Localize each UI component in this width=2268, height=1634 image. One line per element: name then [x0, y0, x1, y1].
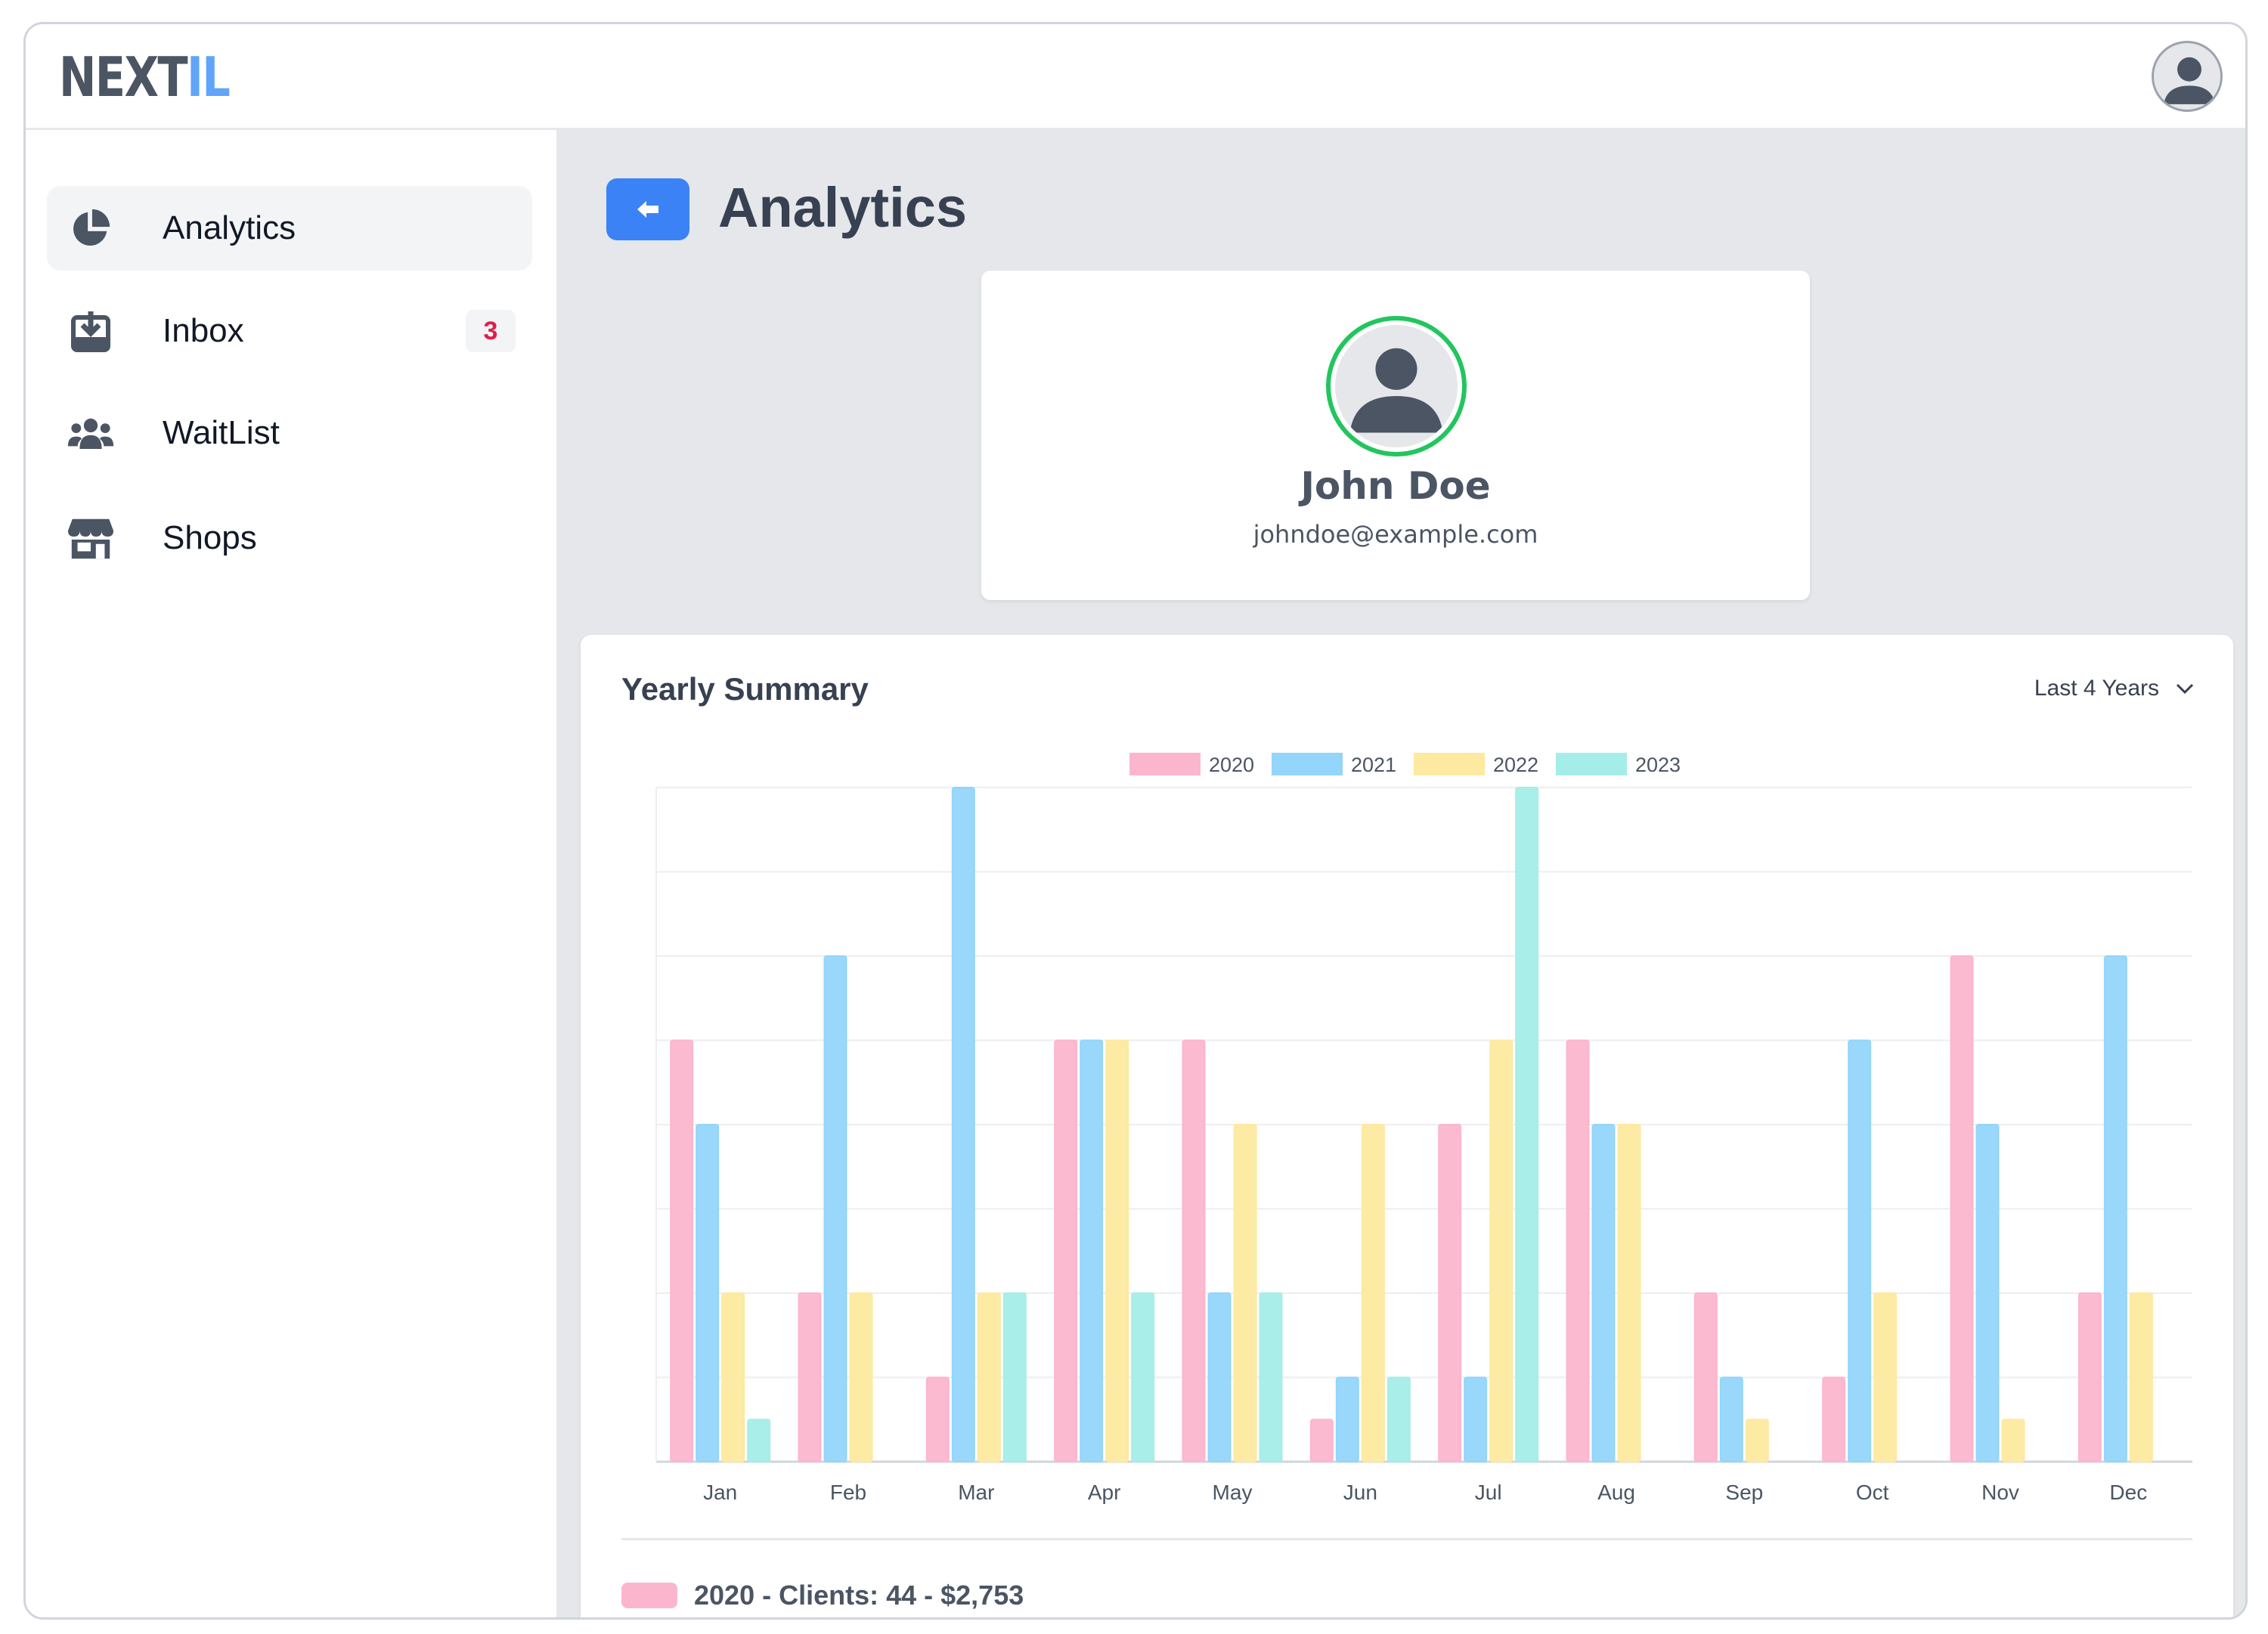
back-button[interactable] [606, 178, 689, 240]
legend-swatch-2020 [1129, 753, 1201, 775]
x-tick-label: Apr [1088, 1481, 1121, 1504]
bar-2021-oct [1848, 1039, 1872, 1462]
legend-swatch-2022 [1414, 753, 1485, 775]
arrow-left-icon [637, 201, 658, 218]
sidebar-item-analytics[interactable]: Analytics [47, 186, 532, 271]
legend-swatch-2021 [1272, 753, 1343, 775]
sidebar-item-label: Analytics [163, 209, 296, 246]
x-tick-label: May [1213, 1481, 1253, 1504]
x-tick-label: Mar [958, 1481, 994, 1504]
bar-2022-aug [1617, 1124, 1641, 1462]
summary-title: Yearly Summary [621, 671, 869, 707]
main-content: Analytics John Doe johndoe@example.com Y… [556, 130, 2245, 1617]
yearly-summary-card: Yearly Summary Last 4 Years Jan Feb Mar Apr… [581, 635, 2233, 1617]
x-tick-label: Sep [1725, 1481, 1763, 1504]
bar-2022-may [1233, 1124, 1257, 1462]
bar-2020-sep [1693, 1292, 1718, 1462]
inbox-count-badge: 3 [466, 310, 516, 352]
bar-2023-jan [747, 1419, 771, 1462]
bar-2020-jun [1309, 1419, 1334, 1462]
bar-2022-dec [2129, 1292, 2153, 1462]
bar-2022-oct [1873, 1292, 1898, 1462]
bar-2020-oct [1822, 1376, 1846, 1462]
x-tick-label: Jun [1343, 1481, 1377, 1504]
x-tick-label: Aug [1597, 1481, 1635, 1504]
bar-2021-feb [823, 955, 847, 1462]
profile-email: johndoe@example.com [1253, 520, 1538, 549]
bar-2022-jun [1361, 1124, 1385, 1462]
bar-2021-nov [1975, 1124, 2000, 1462]
bar-2020-jan [670, 1039, 694, 1462]
user-avatar-icon[interactable] [2152, 41, 2223, 112]
bar-2020-apr [1054, 1039, 1078, 1462]
divider [621, 1538, 2192, 1540]
x-tick-label: Feb [830, 1481, 866, 1504]
period-select-value: Last 4 Years [2034, 676, 2159, 701]
legend-label-2020: 2020 [1209, 754, 1254, 776]
stat-row: 2020 - Clients: 44 - $2,753 [621, 1580, 1024, 1611]
bar-2020-nov [1950, 955, 1974, 1462]
bar-2023-apr [1131, 1292, 1155, 1462]
bar-2022-jul [1489, 1039, 1514, 1462]
x-tick-label: Oct [1856, 1481, 1889, 1504]
sidebar-item-shops[interactable]: Shops [47, 496, 532, 580]
bar-2020-dec [2077, 1292, 2102, 1462]
bar-2023-jun [1387, 1376, 1411, 1462]
bar-2022-mar [977, 1292, 1001, 1462]
bar-2021-jul [1464, 1376, 1488, 1462]
legend-label-2021: 2021 [1351, 754, 1396, 776]
sidebar-item-inbox[interactable]: Inbox 3 [47, 289, 532, 373]
page-title: Analytics [718, 176, 968, 239]
bar-2023-jul [1515, 787, 1539, 1462]
x-tick-label: Dec [2109, 1481, 2147, 1504]
stat-swatch [621, 1583, 677, 1608]
storefront-icon [67, 514, 115, 562]
profile-avatar [1326, 316, 1467, 456]
yearly-bar-chart: Jan Feb Mar Apr May Jun Jul Aug Sep Oct Nov Dec 2020… [655, 753, 2192, 1504]
x-tick-label: Nov [1981, 1481, 2019, 1504]
sidebar-item-label: Shops [163, 519, 257, 556]
x-tick-label: Jan [703, 1481, 737, 1504]
sidebar-item-label: Inbox [163, 312, 244, 349]
bar-2020-aug [1566, 1039, 1590, 1462]
brand-logo[interactable]: NEXTIL [59, 45, 231, 109]
chevron-down-icon [2176, 683, 2194, 694]
bar-2020-feb [798, 1292, 822, 1462]
sidebar-item-label: WaitList [163, 414, 280, 451]
legend-swatch-2023 [1556, 753, 1627, 775]
bar-2021-aug [1591, 1124, 1616, 1462]
profile-name: John Doe [1300, 464, 1491, 508]
legend-label-2023: 2023 [1635, 754, 1681, 776]
bar-2021-jan [696, 1124, 720, 1462]
inbox-download-icon [67, 307, 115, 355]
bar-2020-jul [1438, 1124, 1462, 1462]
period-select[interactable]: Last 4 Years [2034, 676, 2194, 701]
top-bar: NEXTIL [26, 24, 2245, 130]
bar-2023-may [1259, 1292, 1283, 1462]
sidebar: Analytics Inbox 3 [26, 130, 556, 1617]
bar-2020-mar [925, 1376, 950, 1462]
bar-2022-nov [2001, 1419, 2025, 1462]
bar-2022-sep [1745, 1419, 1769, 1462]
profile-card: John Doe johndoe@example.com [981, 271, 1810, 600]
sidebar-item-waitlist[interactable]: WaitList [47, 391, 532, 475]
bar-2021-dec [2103, 955, 2127, 1462]
bar-2020-may [1182, 1039, 1206, 1462]
bar-2022-feb [849, 1292, 873, 1462]
bar-2021-sep [1719, 1376, 1743, 1462]
bar-2021-mar [951, 787, 975, 1462]
bar-2022-jan [721, 1292, 745, 1462]
bar-2021-jun [1335, 1376, 1359, 1462]
bar-2021-may [1207, 1292, 1232, 1462]
app-window: NEXTIL Analytics [23, 22, 2248, 1620]
user-avatar-icon [1349, 348, 1443, 433]
bar-2022-apr [1105, 1039, 1129, 1462]
pie-chart-icon [67, 204, 115, 252]
users-group-icon [67, 409, 115, 457]
stat-label: 2020 - Clients: 44 - $2,753 [694, 1580, 1024, 1611]
legend-label-2022: 2022 [1493, 754, 1538, 776]
bar-2023-mar [1002, 1292, 1027, 1462]
bar-2021-apr [1080, 1039, 1104, 1462]
x-tick-label: Jul [1475, 1481, 1502, 1504]
